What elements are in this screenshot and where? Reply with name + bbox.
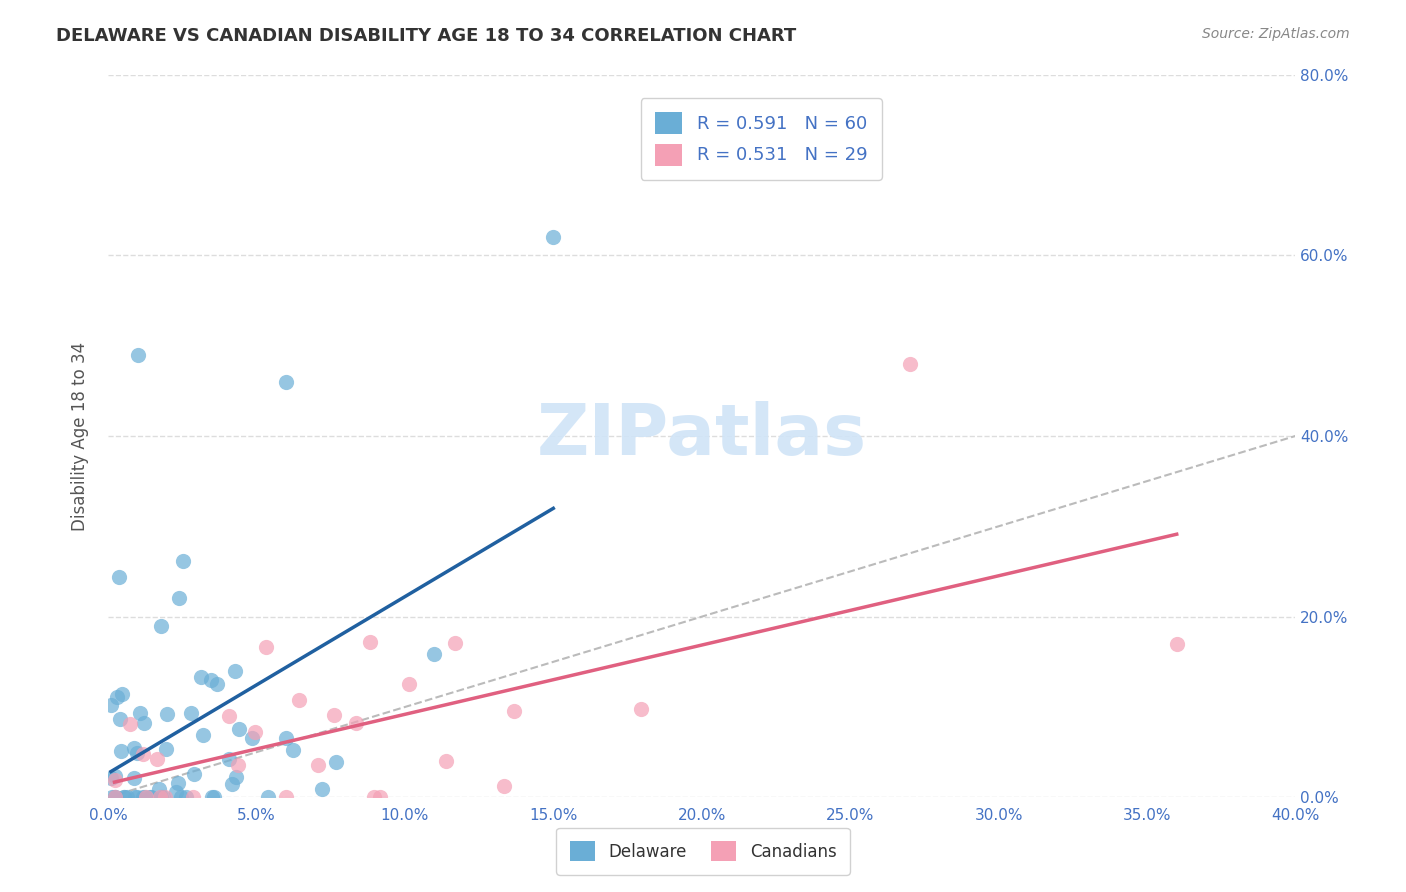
Point xyxy=(112,790,135,805)
Point xyxy=(368,790,391,805)
Point xyxy=(256,790,278,805)
Point xyxy=(218,752,240,766)
Point xyxy=(149,790,172,805)
Point xyxy=(630,701,652,715)
Point xyxy=(131,790,153,805)
Point xyxy=(127,790,149,805)
Point xyxy=(344,716,367,731)
Text: ZIPatlas: ZIPatlas xyxy=(537,401,866,470)
Point xyxy=(108,570,131,584)
Point xyxy=(100,698,122,712)
Point xyxy=(104,790,127,805)
Point xyxy=(228,722,250,736)
Point xyxy=(190,670,212,684)
Point xyxy=(311,782,333,797)
Point xyxy=(207,677,229,691)
Point xyxy=(152,790,174,805)
Point xyxy=(444,636,467,650)
Point xyxy=(254,640,277,654)
Point xyxy=(307,758,329,772)
Text: DELAWARE VS CANADIAN DISABILITY AGE 18 TO 34 CORRELATION CHART: DELAWARE VS CANADIAN DISABILITY AGE 18 T… xyxy=(56,27,796,45)
Legend: Delaware, Canadians: Delaware, Canadians xyxy=(557,828,849,875)
Point xyxy=(167,775,190,789)
Point xyxy=(218,709,240,723)
Point xyxy=(124,790,146,805)
Point xyxy=(492,779,515,793)
Point xyxy=(240,731,263,745)
Point xyxy=(122,740,145,755)
Point xyxy=(398,677,420,691)
Point xyxy=(170,790,193,805)
Point xyxy=(191,728,214,742)
Point xyxy=(898,357,921,371)
Y-axis label: Disability Age 18 to 34: Disability Age 18 to 34 xyxy=(72,342,89,531)
Point xyxy=(135,790,157,805)
Text: Source: ZipAtlas.com: Source: ZipAtlas.com xyxy=(1202,27,1350,41)
Point xyxy=(274,790,297,805)
Point xyxy=(100,790,122,805)
Point xyxy=(132,715,155,730)
Point xyxy=(104,772,127,787)
Point xyxy=(114,790,136,805)
Point xyxy=(141,790,163,805)
Point xyxy=(423,648,446,662)
Point xyxy=(224,665,246,679)
Point xyxy=(120,717,142,731)
Point xyxy=(359,635,381,649)
Point xyxy=(156,706,179,721)
Point xyxy=(543,230,565,244)
Point xyxy=(103,790,125,805)
Point xyxy=(105,690,128,705)
Point xyxy=(434,754,457,768)
Point xyxy=(125,746,148,760)
Point xyxy=(180,706,202,720)
Point xyxy=(243,725,266,739)
Point xyxy=(1166,637,1188,651)
Point xyxy=(201,790,224,805)
Point xyxy=(110,744,132,758)
Point xyxy=(283,742,305,756)
Point xyxy=(132,747,155,762)
Point xyxy=(155,742,177,756)
Point xyxy=(145,752,167,766)
Legend: R = 0.591   N = 60, R = 0.531   N = 29: R = 0.591 N = 60, R = 0.531 N = 29 xyxy=(641,98,882,180)
Point xyxy=(172,554,194,568)
Point xyxy=(174,790,197,805)
Point xyxy=(104,769,127,783)
Point xyxy=(503,704,526,718)
Point xyxy=(322,707,344,722)
Point xyxy=(108,712,131,726)
Point xyxy=(129,706,152,721)
Point xyxy=(274,375,297,389)
Point xyxy=(122,771,145,785)
Point xyxy=(226,757,249,772)
Point xyxy=(100,772,122,786)
Point xyxy=(104,790,127,805)
Point xyxy=(165,785,187,799)
Point xyxy=(127,348,149,362)
Point xyxy=(363,790,385,805)
Point xyxy=(325,755,347,769)
Point xyxy=(153,790,176,805)
Point xyxy=(202,790,225,805)
Point xyxy=(225,770,247,784)
Point xyxy=(274,731,297,745)
Point xyxy=(150,790,173,805)
Point xyxy=(115,790,138,805)
Point xyxy=(288,692,311,706)
Point xyxy=(148,781,170,796)
Point xyxy=(134,789,156,804)
Point xyxy=(169,591,191,605)
Point xyxy=(221,777,243,791)
Point xyxy=(150,618,173,632)
Point xyxy=(139,790,162,805)
Point xyxy=(183,766,205,780)
Point xyxy=(111,687,134,701)
Point xyxy=(181,790,204,805)
Point xyxy=(200,673,222,688)
